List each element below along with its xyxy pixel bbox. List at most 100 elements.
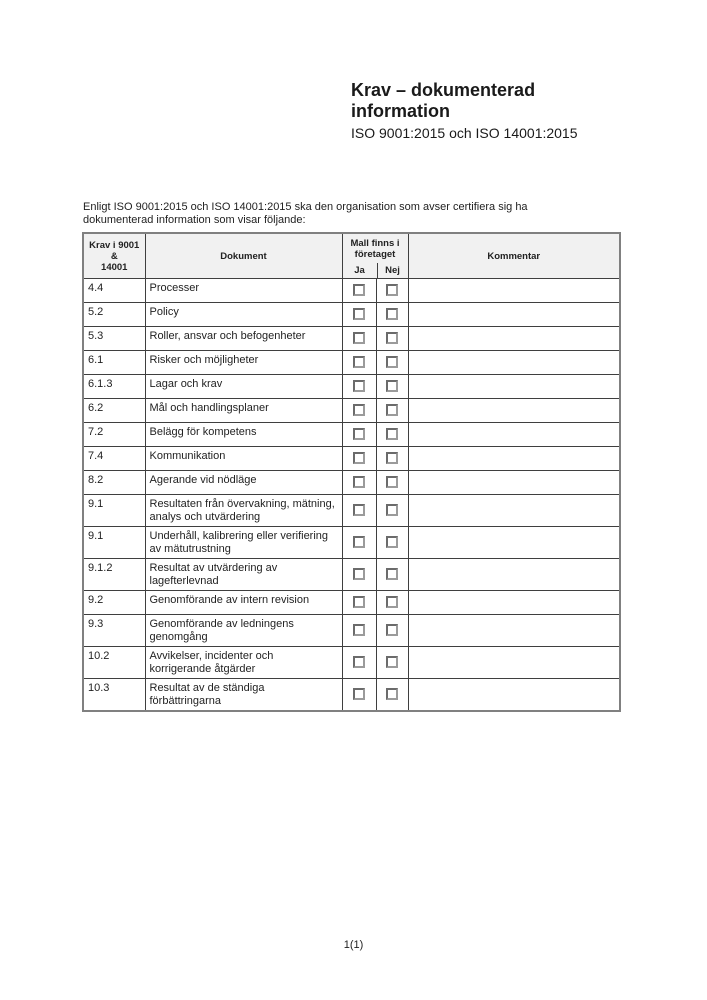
ja-checkbox-cell bbox=[341, 278, 377, 303]
nej-checkbox[interactable] bbox=[386, 452, 398, 465]
dokument-label: Resultaten från övervakning, mätning, an… bbox=[144, 494, 343, 527]
dokument-label: Underhåll, kalibrering eller verifiering… bbox=[144, 526, 343, 559]
ja-checkbox[interactable] bbox=[353, 568, 365, 581]
nej-checkbox[interactable] bbox=[386, 568, 398, 581]
nej-checkbox[interactable] bbox=[386, 624, 398, 637]
table-row: 6.1 Risker och möjligheter bbox=[82, 350, 621, 375]
kommentar-cell bbox=[407, 422, 621, 447]
nej-checkbox[interactable] bbox=[386, 332, 398, 345]
clause-number: 9.2 bbox=[82, 590, 146, 615]
ja-checkbox[interactable] bbox=[353, 656, 365, 669]
table-row: 10.3 Resultat av de ständiga förbättringa… bbox=[82, 678, 621, 712]
nej-checkbox-cell bbox=[375, 422, 409, 447]
nej-checkbox-cell bbox=[375, 646, 409, 679]
kommentar-cell bbox=[407, 302, 621, 327]
nej-checkbox[interactable] bbox=[386, 476, 398, 489]
ja-checkbox-cell bbox=[341, 374, 377, 399]
ja-checkbox-cell bbox=[341, 398, 377, 423]
ja-checkbox[interactable] bbox=[353, 596, 365, 609]
nej-checkbox[interactable] bbox=[386, 656, 398, 669]
clause-number: 5.2 bbox=[82, 302, 146, 327]
ja-checkbox[interactable] bbox=[353, 428, 365, 441]
kommentar-cell bbox=[407, 374, 621, 399]
col-header-mall-line2: företaget bbox=[354, 249, 396, 260]
ja-checkbox-cell bbox=[341, 422, 377, 447]
nej-checkbox[interactable] bbox=[386, 596, 398, 609]
dokument-label: Lagar och krav bbox=[144, 374, 343, 399]
table-row: 8.2 Agerande vid nödläge bbox=[82, 470, 621, 495]
nej-checkbox-cell bbox=[375, 558, 409, 591]
ja-checkbox-cell bbox=[341, 470, 377, 495]
kommentar-cell bbox=[407, 398, 621, 423]
ja-checkbox[interactable] bbox=[353, 504, 365, 517]
table-row: 10.2 Avvikelser, incidenter och korrigera… bbox=[82, 646, 621, 679]
clause-number: 10.2 bbox=[82, 646, 146, 679]
ja-checkbox[interactable] bbox=[353, 624, 365, 637]
nej-checkbox[interactable] bbox=[386, 536, 398, 549]
nej-checkbox[interactable] bbox=[386, 356, 398, 369]
dokument-label: Policy bbox=[144, 302, 343, 327]
ja-checkbox[interactable] bbox=[353, 308, 365, 321]
dokument-label: Kommunikation bbox=[144, 446, 343, 471]
page-number: 1(1) bbox=[343, 939, 364, 951]
dokument-label: Agerande vid nödläge bbox=[144, 470, 343, 495]
ja-checkbox[interactable] bbox=[353, 404, 365, 417]
col-header-krav: Krav i 9001 & 14001 bbox=[82, 232, 146, 279]
col-header-mall-line1: Mall finns i bbox=[350, 238, 400, 249]
ja-checkbox[interactable] bbox=[353, 452, 365, 465]
table-row: 6.2 Mål och handlingsplaner bbox=[82, 398, 621, 423]
dokument-label: Resultat av de ständiga förbättringarna bbox=[144, 678, 343, 712]
dokument-label: Risker och möjligheter bbox=[144, 350, 343, 375]
table-row: 9.2 Genomförande av intern revision bbox=[82, 590, 621, 615]
ja-checkbox[interactable] bbox=[353, 688, 365, 701]
nej-checkbox[interactable] bbox=[386, 308, 398, 321]
dokument-label: Genomförande av ledningens genomgång bbox=[144, 614, 343, 647]
nej-checkbox-cell bbox=[375, 326, 409, 351]
clause-number: 8.2 bbox=[82, 470, 146, 495]
kommentar-cell bbox=[407, 326, 621, 351]
ja-checkbox-cell bbox=[341, 326, 377, 351]
kommentar-cell bbox=[407, 646, 621, 679]
ja-checkbox-cell bbox=[341, 678, 377, 712]
nej-checkbox-cell bbox=[375, 446, 409, 471]
ja-checkbox[interactable] bbox=[353, 356, 365, 369]
nej-checkbox[interactable] bbox=[386, 688, 398, 701]
table-row: 7.2 Belägg för kompetens bbox=[82, 422, 621, 447]
col-header-mall-label: Mall finns i företaget bbox=[343, 234, 408, 263]
ja-checkbox[interactable] bbox=[353, 380, 365, 393]
ja-checkbox[interactable] bbox=[353, 332, 365, 345]
ja-checkbox-cell bbox=[341, 526, 377, 559]
clause-number: 4.4 bbox=[82, 278, 146, 303]
nej-checkbox-cell bbox=[375, 278, 409, 303]
ja-checkbox-cell bbox=[341, 614, 377, 647]
nej-checkbox-cell bbox=[375, 374, 409, 399]
nej-checkbox[interactable] bbox=[386, 504, 398, 517]
dokument-label: Genomförande av intern revision bbox=[144, 590, 343, 615]
nej-checkbox-cell bbox=[375, 350, 409, 375]
ja-checkbox-cell bbox=[341, 350, 377, 375]
page-title: Krav – dokumenterad information bbox=[351, 80, 536, 121]
clause-number: 9.1 bbox=[82, 526, 146, 559]
ja-checkbox-cell bbox=[341, 646, 377, 679]
table-row: 9.1.2 Resultat av utvärdering av lagefter… bbox=[82, 558, 621, 591]
dokument-label: Processer bbox=[144, 278, 343, 303]
table-row: 6.1.3 Lagar och krav bbox=[82, 374, 621, 399]
ja-checkbox[interactable] bbox=[353, 476, 365, 489]
dokument-label: Belägg för kompetens bbox=[144, 422, 343, 447]
kommentar-cell bbox=[407, 494, 621, 527]
ja-checkbox-cell bbox=[341, 590, 377, 615]
col-header-krav-line2: 14001 bbox=[101, 261, 128, 273]
clause-number: 7.2 bbox=[82, 422, 146, 447]
dokument-label: Mål och handlingsplaner bbox=[144, 398, 343, 423]
nej-checkbox[interactable] bbox=[386, 428, 398, 441]
clause-number: 6.2 bbox=[82, 398, 146, 423]
ja-checkbox-cell bbox=[341, 446, 377, 471]
nej-checkbox[interactable] bbox=[386, 404, 398, 417]
ja-checkbox-cell bbox=[341, 302, 377, 327]
nej-checkbox-cell bbox=[375, 470, 409, 495]
nej-checkbox[interactable] bbox=[386, 380, 398, 393]
table-row: 7.4 Kommunikation bbox=[82, 446, 621, 471]
ja-checkbox[interactable] bbox=[353, 536, 365, 549]
nej-checkbox[interactable] bbox=[386, 284, 398, 297]
ja-checkbox[interactable] bbox=[353, 284, 365, 297]
